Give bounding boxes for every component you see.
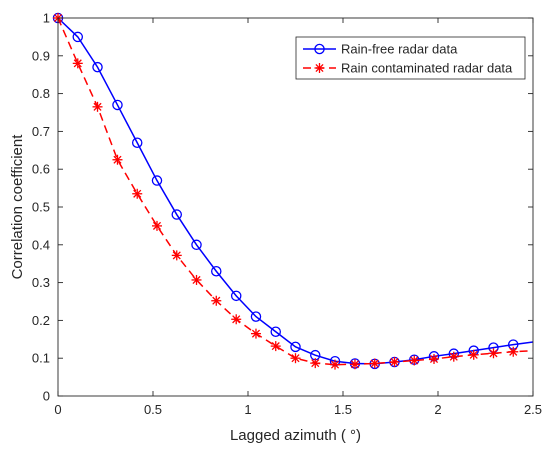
y-tick-label: 0.7	[32, 124, 50, 139]
y-tick-label: 0.3	[32, 275, 50, 290]
series-1-point-legend	[314, 43, 325, 55]
x-tick-label: 1.5	[334, 402, 352, 417]
series-1-point-2	[92, 61, 103, 73]
series-2-point-9	[231, 314, 242, 325]
series-2-point-5	[151, 220, 162, 231]
y-tick-label: 1	[43, 11, 50, 26]
series-2-point-7	[191, 274, 202, 285]
series-2-point-13	[310, 358, 321, 369]
series-2-point-2	[92, 101, 103, 112]
plot-background	[58, 18, 533, 396]
x-axis-label: Lagged azimuth ( °)	[230, 427, 361, 444]
series-2-point-6	[171, 250, 182, 261]
legend-item-1: Rain-free radar data	[303, 42, 458, 57]
series-2-point-19	[429, 353, 440, 364]
series-2-point-21	[468, 349, 479, 360]
series-2-point-11	[270, 341, 281, 352]
y-tick-label: 0.6	[32, 162, 50, 177]
x-tick-label: 2	[434, 402, 441, 417]
series-1-point-6	[171, 209, 182, 220]
y-tick-label: 0.5	[32, 200, 50, 215]
x-tick-label: 0	[54, 402, 61, 417]
series-2-point-16	[369, 358, 380, 369]
x-tick-label: 0.5	[144, 402, 162, 417]
series-2-point-18	[409, 355, 420, 366]
series-2-point-12	[290, 353, 301, 364]
series-2-point-4	[132, 188, 143, 199]
series-1-point-5	[151, 175, 163, 186]
series-1-point-10	[250, 311, 262, 322]
legend: Rain-free radar data Rain contaminated ra…	[295, 36, 526, 80]
legend-label: Rain contaminated radar data	[341, 61, 513, 76]
legend-label: Rain-free radar data	[341, 42, 458, 57]
series-2	[53, 13, 534, 370]
y-tick-label: 0	[43, 389, 50, 404]
legend-item-2: Rain contaminated radar data	[303, 61, 513, 76]
y-tick-label: 0.9	[32, 48, 50, 63]
series-1-point-8	[211, 266, 222, 277]
x-tick-label: 1	[244, 402, 251, 417]
y-tick-label: 0.8	[32, 86, 50, 101]
series-2-point-17	[389, 356, 400, 367]
series-2-point-14	[330, 359, 341, 370]
series-1-point-1	[72, 31, 84, 43]
series-1-point-9	[230, 290, 242, 302]
series-layer	[52, 12, 534, 370]
y-tick-label: 0.4	[32, 237, 50, 252]
series-2-point-22	[488, 348, 499, 359]
series-2-point-15	[349, 359, 360, 370]
series-1-point-7	[191, 239, 202, 251]
series-1-point-4	[131, 137, 143, 148]
series-2-point-3	[112, 154, 123, 165]
series-2-point-10	[250, 328, 261, 339]
plot-area	[58, 18, 533, 396]
series-1-point-11	[270, 326, 281, 337]
y-tick-label: 0.1	[32, 351, 50, 366]
ticks-layer: 0 0.5 1 1.5 2 2.5 0 0.1 0.2 0.3 0.4 0.5 0.6 0.7 0.8 0.9…	[32, 11, 542, 418]
legend-box	[295, 36, 526, 80]
series-1-point-12	[290, 341, 301, 353]
series-2-point-20	[448, 351, 459, 362]
series-2-point-1	[72, 58, 83, 69]
series-2-point-23	[508, 346, 519, 357]
series-2-point-8	[211, 295, 222, 306]
series-1-point-3	[112, 99, 123, 111]
y-axis-label: Correlation coefficient	[9, 134, 26, 280]
series-2-point-legend	[314, 63, 325, 73]
x-tick-label: 2.5	[524, 402, 542, 417]
y-tick-label: 0.2	[32, 313, 50, 328]
